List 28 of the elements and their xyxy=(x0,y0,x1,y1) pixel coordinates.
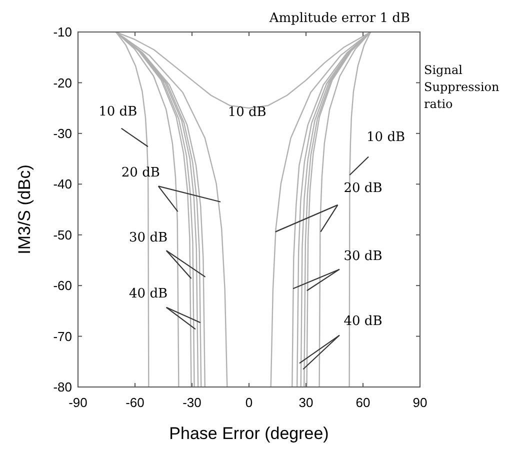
annotation: 30 dB xyxy=(129,230,168,246)
annotation: 20 dB xyxy=(344,180,382,196)
x-tick-label: 0 xyxy=(245,395,253,410)
annotation: 30 dB xyxy=(344,249,382,264)
y-tick-label: -20 xyxy=(53,75,72,90)
annotation: 40 dB xyxy=(344,314,382,330)
x-tick-label: -60 xyxy=(126,395,144,410)
x-tick-label: -90 xyxy=(68,395,88,410)
y-tick-label: -80 xyxy=(53,380,72,395)
y-tick-label: -70 xyxy=(53,328,72,344)
x-tick-label: 30 xyxy=(298,395,314,410)
y-tick-label: -10 xyxy=(53,24,72,40)
y-axis-title: IM3/S (dBc) xyxy=(15,164,34,254)
text: Amplitude error 1 dB xyxy=(268,11,410,26)
y-tick-label: -60 xyxy=(53,278,72,294)
x-tick-label: 60 xyxy=(356,395,370,410)
y-tick-label: -30 xyxy=(53,126,72,141)
annotation: 10 dB xyxy=(228,105,266,120)
annotation: 40 dB xyxy=(129,286,168,302)
x-axis-title: Phase Error (degree) xyxy=(169,424,329,443)
annotation: 10 dB xyxy=(98,104,138,120)
x-tick-label: 90 xyxy=(412,395,428,410)
y-tick-label: -40 xyxy=(53,176,72,192)
y-tick-label: -50 xyxy=(53,227,72,242)
annotation: 10 dB xyxy=(366,130,406,146)
annotation: 20 dB xyxy=(121,166,160,181)
text: Signal Suppression ratio xyxy=(424,63,500,111)
x-tick-label: -30 xyxy=(182,395,202,410)
